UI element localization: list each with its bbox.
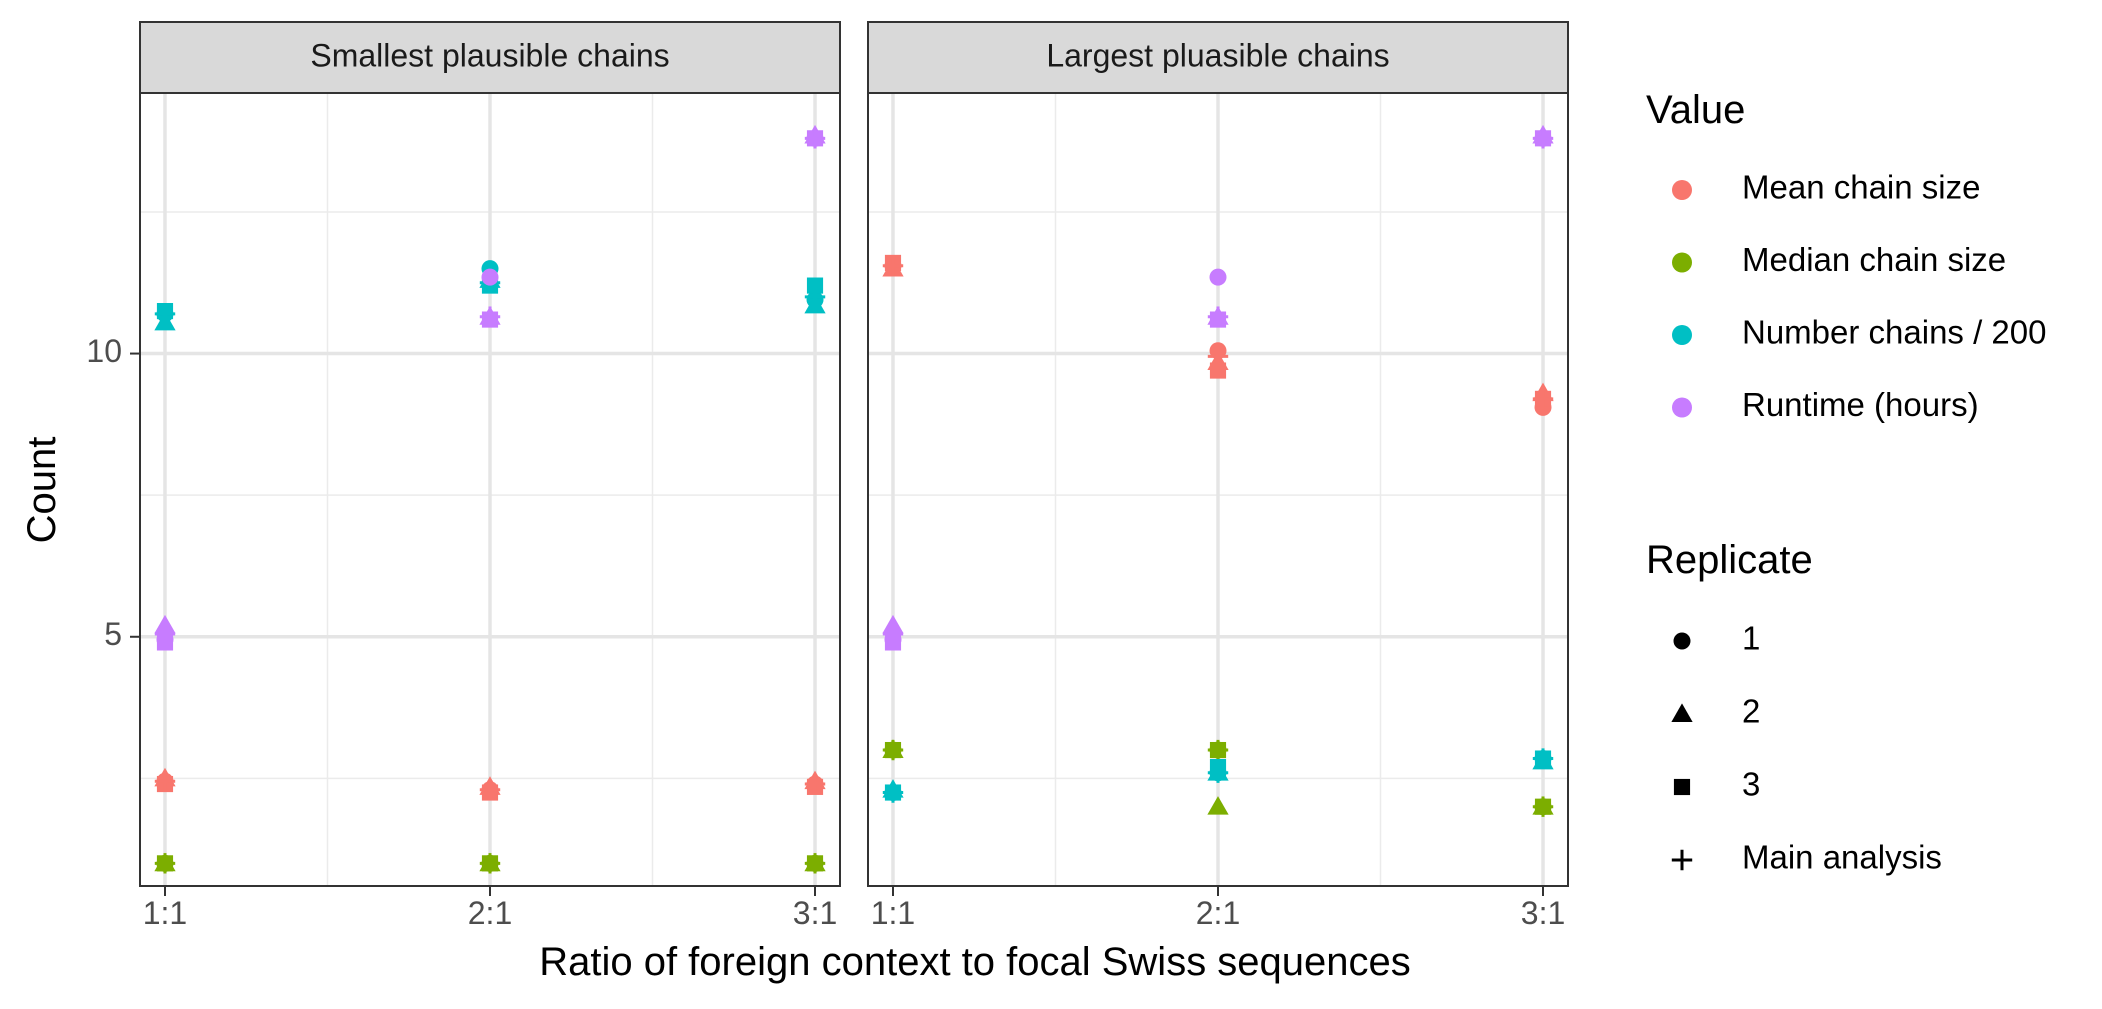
data-point	[1207, 796, 1229, 815]
data-point	[1207, 762, 1229, 783]
panel-strip-smallest	[139, 21, 841, 94]
legend-key-value	[1672, 325, 1692, 345]
legend-replicate: Replicate 1 2 3 Main analysis	[1646, 538, 1942, 876]
x-tick-label: 1:1	[871, 895, 915, 931]
legend-value-title: Value	[1646, 88, 1745, 132]
y-tick-label: 5	[104, 616, 122, 652]
points-largest	[882, 124, 1554, 817]
x-tick-label: 2:1	[468, 895, 512, 931]
data-point	[479, 306, 501, 327]
data-point	[1207, 346, 1229, 367]
legend-label-replicate: Main analysis	[1742, 839, 1942, 876]
data-point	[804, 853, 826, 874]
data-point	[479, 779, 501, 800]
panel-smallest: Smallest plausible chains	[139, 21, 841, 887]
panel-title-smallest: Smallest plausible chains	[310, 37, 669, 73]
legend-label-replicate: 2	[1742, 693, 1760, 730]
data-point	[882, 255, 904, 276]
legend-label-replicate: 3	[1742, 766, 1760, 803]
data-point	[1207, 306, 1229, 327]
legend-replicate-entries: 1 2 3 Main analysis	[1671, 620, 1942, 876]
legend-label-replicate: 1	[1742, 620, 1760, 657]
x-tick-label: 3:1	[793, 895, 837, 931]
data-point	[1207, 739, 1229, 761]
y-tick-label: 10	[86, 333, 122, 369]
data-point	[882, 739, 904, 761]
legend-key-value	[1672, 180, 1692, 200]
data-point	[1532, 796, 1554, 817]
data-point	[882, 782, 904, 803]
legend-key-replicate	[1671, 849, 1693, 871]
legend-value: Value Mean chain size Median chain size Nu…	[1646, 88, 2047, 423]
data-point	[154, 853, 176, 874]
legend-label-value: Median chain size	[1742, 241, 2006, 278]
x-axis-title: Ratio of foreign context to focal Swiss …	[539, 940, 1411, 984]
data-point	[1209, 362, 1227, 379]
data-point	[1532, 388, 1554, 410]
data-point	[1209, 268, 1227, 286]
data-point	[1532, 128, 1554, 149]
data-point	[1532, 748, 1554, 769]
panel-title-largest: Largest pluasible chains	[1046, 37, 1389, 73]
legend-key-value	[1672, 397, 1692, 418]
y-axis: 5 10	[86, 333, 140, 652]
points-smallest	[154, 124, 826, 874]
gridlines-smallest	[140, 93, 840, 886]
legend-key-replicate	[1671, 703, 1693, 722]
legend-value-entries: Mean chain size Median chain size Number c…	[1672, 169, 2047, 423]
legend-label-value: Runtime (hours)	[1742, 386, 1979, 423]
legend-replicate-title: Replicate	[1646, 538, 1813, 582]
y-axis-title: Count	[20, 437, 64, 544]
data-point	[882, 623, 904, 645]
x-axis: 1:1 2:1 3:1 1:1 2:1 3:1	[143, 886, 1565, 931]
x-tick-label: 2:1	[1196, 895, 1240, 931]
data-point	[804, 286, 826, 308]
data-point	[481, 268, 499, 286]
data-point	[804, 773, 826, 795]
legend-label-value: Number chains / 200	[1742, 314, 2047, 351]
panel-largest: Largest pluasible chains	[867, 21, 1569, 887]
data-point	[806, 277, 824, 294]
data-point	[154, 303, 176, 325]
panel-strip-largest	[867, 21, 1569, 94]
data-point	[154, 771, 176, 792]
legend-key-replicate	[1673, 632, 1691, 650]
x-tick-label: 3:1	[1521, 895, 1565, 931]
legend-key-value	[1672, 252, 1692, 273]
data-point	[479, 853, 501, 874]
legend-key-replicate	[1673, 778, 1691, 796]
data-point	[804, 128, 826, 149]
x-tick-label: 1:1	[143, 895, 187, 931]
legend-label-value: Mean chain size	[1742, 169, 1980, 206]
data-point	[154, 623, 176, 645]
